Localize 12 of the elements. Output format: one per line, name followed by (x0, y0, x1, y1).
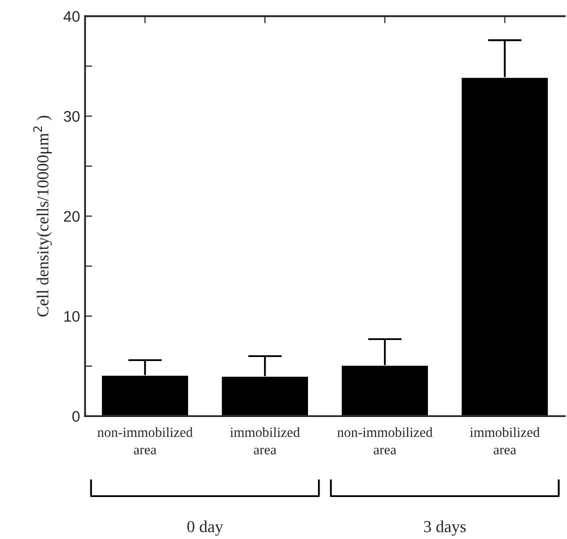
text: 0 day (187, 520, 224, 536)
y-tick-label: 20 (64, 211, 80, 222)
x-tick-label: non-immobilized area (337, 427, 433, 454)
x-tick-label: non-immobilized area (98, 427, 193, 454)
y-tick-label: 0 (72, 410, 80, 422)
y-tick-label: 40 (64, 11, 80, 22)
text: 3 days (424, 520, 466, 536)
y-tick-label: 10 (64, 310, 80, 322)
y-axis-title: Cell density(cells/10000μm$^{2}$ ) (33, 116, 52, 317)
x-tick-label: immobilized area (230, 427, 300, 454)
x-tick-label: immobilized area (470, 427, 540, 454)
y-tick-label: 30 (64, 111, 80, 122)
